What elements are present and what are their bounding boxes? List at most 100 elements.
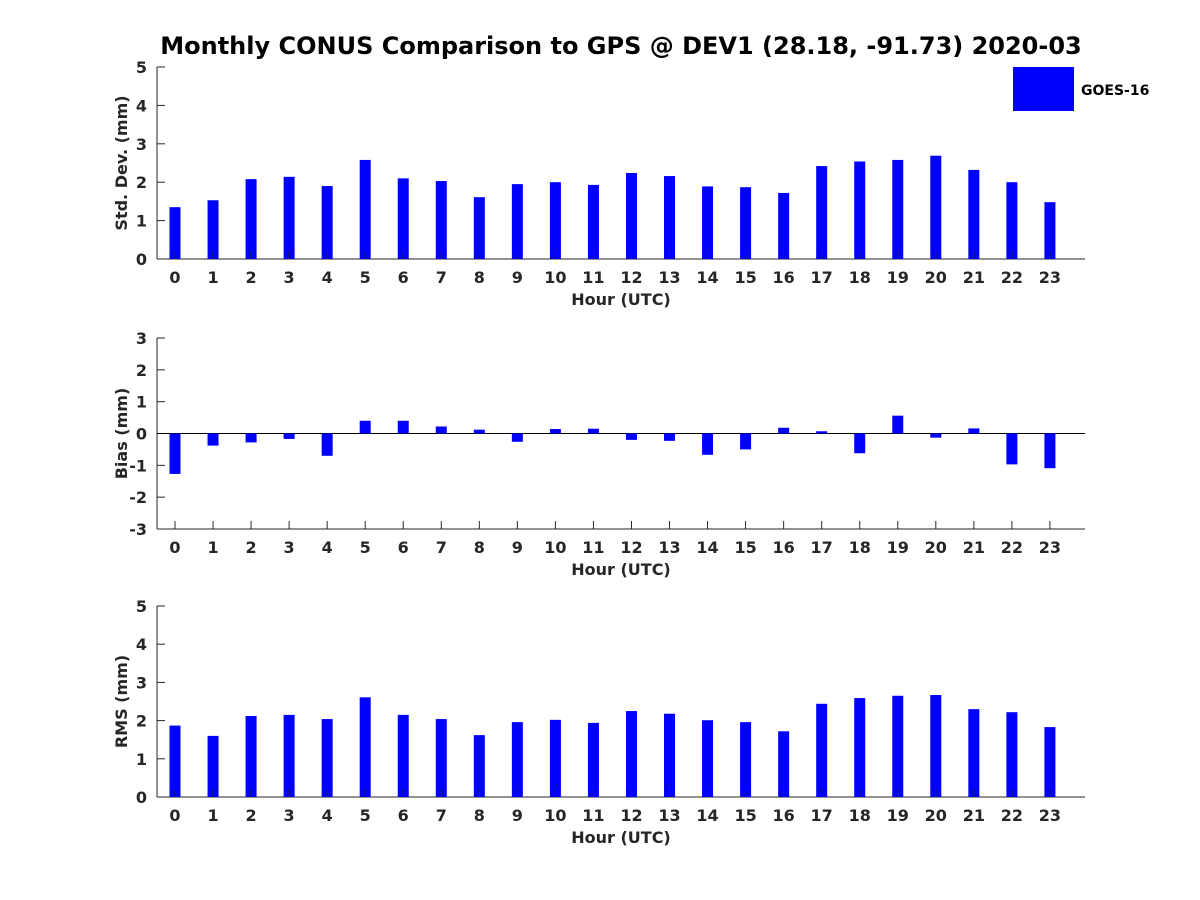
bias-bar [549,429,561,434]
rms-y-tick-label: 5 [136,597,147,616]
std-dev-x-tick-label: 23 [1039,268,1061,287]
rms-bar [473,735,485,797]
std-dev-x-tick-label: 4 [322,268,333,287]
rms-x-tick-label: 13 [658,806,680,825]
std-dev-x-tick-label: 6 [398,268,409,287]
bias-bar [245,433,257,443]
std-dev-x-tick-label: 3 [284,268,295,287]
bias-bar [892,415,904,434]
bias-bar [702,433,714,455]
rms-bar [435,719,447,797]
rms-x-tick-label: 19 [887,806,909,825]
bias-x-tick-label: 19 [887,538,909,557]
rms-bar [359,697,371,797]
std-dev-x-tick-label: 18 [849,268,871,287]
bias-x-tick-label: 20 [925,538,947,557]
bias-bar [625,433,637,440]
bias-bar [359,420,371,434]
rms-y-tick-label: 3 [136,673,147,692]
std-dev-y-axis-label: Std. Dev. (mm) [112,95,131,230]
rms-x-tick-label: 14 [696,806,718,825]
rms-bar [283,714,295,797]
bias-x-tick-label: 6 [398,538,409,557]
rms-x-tick-label: 15 [734,806,756,825]
rms-x-tick-label: 5 [360,806,371,825]
bias-x-tick-label: 0 [169,538,180,557]
rms-bar [702,720,714,797]
std-dev-x-tick-label: 8 [474,268,485,287]
bias-bar [435,426,447,434]
rms-bar [930,695,942,797]
bias-x-tick-label: 4 [322,538,333,557]
std-dev-x-tick-label: 19 [887,268,909,287]
std-dev-y-tick-label: 5 [136,58,147,77]
bias-x-tick-label: 3 [284,538,295,557]
bias-x-tick-label: 1 [207,538,218,557]
rms-x-tick-label: 22 [1001,806,1023,825]
bias-bar [473,429,485,434]
bias-x-tick-label: 14 [696,538,718,557]
std-dev-x-tick-label: 12 [620,268,642,287]
bias-y-tick-label: 3 [136,329,147,348]
std-dev-x-tick-label: 17 [811,268,833,287]
std-dev-bar [207,200,219,259]
rms-x-tick-label: 21 [963,806,985,825]
bias-x-tick-label: 22 [1001,538,1023,557]
std-dev-x-tick-label: 9 [512,268,523,287]
bias-bar [740,433,752,450]
bias-x-tick-label: 8 [474,538,485,557]
rms-y-tick-label: 2 [136,712,147,731]
std-dev-y-tick-label: 3 [136,135,147,154]
std-dev-bar [397,178,409,259]
rms-bar [854,698,866,797]
std-dev-x-tick-label: 7 [436,268,447,287]
bias-x-tick-label: 7 [436,538,447,557]
rms-x-tick-label: 8 [474,806,485,825]
std-dev-y-tick-label: 0 [136,250,147,269]
std-dev-x-tick-label: 16 [773,268,795,287]
bias-x-tick-label: 23 [1039,538,1061,557]
bias-x-tick-label: 10 [544,538,566,557]
std-dev-bar [664,176,676,259]
rms-x-tick-label: 3 [284,806,295,825]
rms-y-tick-label: 0 [136,788,147,807]
legend-swatch [1013,67,1074,111]
rms-bar [664,713,676,797]
bias-y-tick-label: 2 [136,361,147,380]
std-dev-x-tick-label: 2 [246,268,257,287]
std-dev-x-tick-label: 1 [207,268,218,287]
rms-y-tick-label: 4 [136,635,147,654]
legend: GOES-16 [1013,67,1149,111]
bias-bar [816,431,828,434]
rms-bar [1044,727,1056,797]
bias-y-tick-label: -2 [129,488,147,507]
rms-y-axis-label: RMS (mm) [112,655,131,748]
bias-x-tick-label: 9 [512,538,523,557]
bias-bar [321,433,333,456]
bias-bar [1044,433,1056,469]
std-dev-y-tick-label: 1 [136,212,147,231]
rms-x-tick-label: 0 [169,806,180,825]
rms-bar [587,722,599,797]
rms-x-tick-label: 6 [398,806,409,825]
bias-x-tick-label: 2 [246,538,257,557]
std-dev-bar [702,186,714,259]
bias-bar [968,428,980,434]
bias-bar [1006,433,1018,465]
rms-bar [549,719,561,797]
std-dev-x-tick-label: 11 [582,268,604,287]
std-dev-bar [473,197,485,259]
std-dev-bar [740,187,752,259]
bias-x-tick-label: 5 [360,538,371,557]
bias-x-tick-label: 15 [734,538,756,557]
rms-bar [816,703,828,797]
std-dev-bar [1044,202,1056,259]
std-dev-y-tick-label: 2 [136,173,147,192]
bias-x-tick-label: 12 [620,538,642,557]
std-dev-x-tick-label: 14 [696,268,718,287]
rms-x-tick-label: 12 [620,806,642,825]
